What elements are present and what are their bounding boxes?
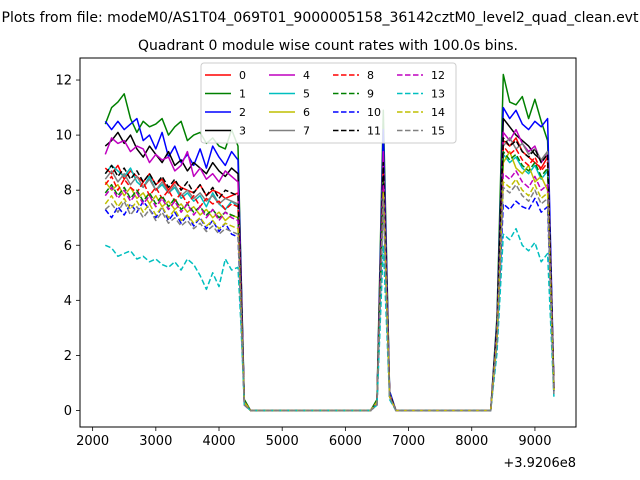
legend-box [200, 62, 457, 144]
legend-label-8: 8 [367, 69, 374, 82]
series-lines [104, 73, 555, 412]
x-offset-label: +3.9206e8 [503, 456, 576, 471]
x-axis: 2000 3000 4000 5000 6000 7000 8000 9000 [76, 427, 551, 449]
legend-label-6: 6 [303, 106, 310, 119]
x-tick-label: 3000 [139, 434, 172, 449]
x-tick-label: 6000 [329, 434, 362, 449]
legend-label-5: 5 [303, 88, 310, 101]
y-tick-label: 0 [64, 404, 72, 419]
chart-title: Quadrant 0 module wise count rates with … [138, 38, 518, 54]
legend-label-1: 1 [239, 88, 246, 101]
figure-suptitle: Plots from file: modeM0/AS1T04_069T01_90… [2, 10, 639, 26]
plot-frame [79, 57, 577, 428]
x-tick-label: 5000 [266, 434, 299, 449]
x-tick-label: 9000 [518, 434, 551, 449]
legend-label-14: 14 [431, 106, 445, 119]
y-tick-label: 2 [64, 349, 72, 364]
y-tick-label: 12 [55, 74, 72, 89]
legend-label-0: 0 [239, 69, 246, 82]
legend-label-2: 2 [239, 106, 246, 119]
legend-label-4: 4 [303, 69, 310, 82]
series-line-15 [104, 183, 555, 412]
y-axis: 0 2 4 6 8 10 12 [55, 74, 80, 419]
x-tick-label: 4000 [202, 434, 235, 449]
y-tick-label: 8 [64, 184, 72, 199]
legend-label-13: 13 [431, 88, 445, 101]
y-tick-label: 10 [55, 129, 72, 144]
legend-label-15: 15 [431, 125, 445, 138]
legend-label-3: 3 [239, 125, 246, 138]
legend-label-11: 11 [367, 125, 381, 138]
series-line-8 [104, 145, 555, 412]
y-tick-label: 6 [64, 239, 72, 254]
x-tick-label: 2000 [76, 434, 109, 449]
legend-label-10: 10 [367, 106, 381, 119]
x-tick-label: 8000 [455, 434, 488, 449]
x-tick-label: 7000 [392, 434, 425, 449]
legend-label-12: 12 [431, 69, 445, 82]
legend-label-9: 9 [367, 88, 374, 101]
y-tick-label: 4 [64, 294, 72, 309]
legend-label-7: 7 [303, 125, 310, 138]
